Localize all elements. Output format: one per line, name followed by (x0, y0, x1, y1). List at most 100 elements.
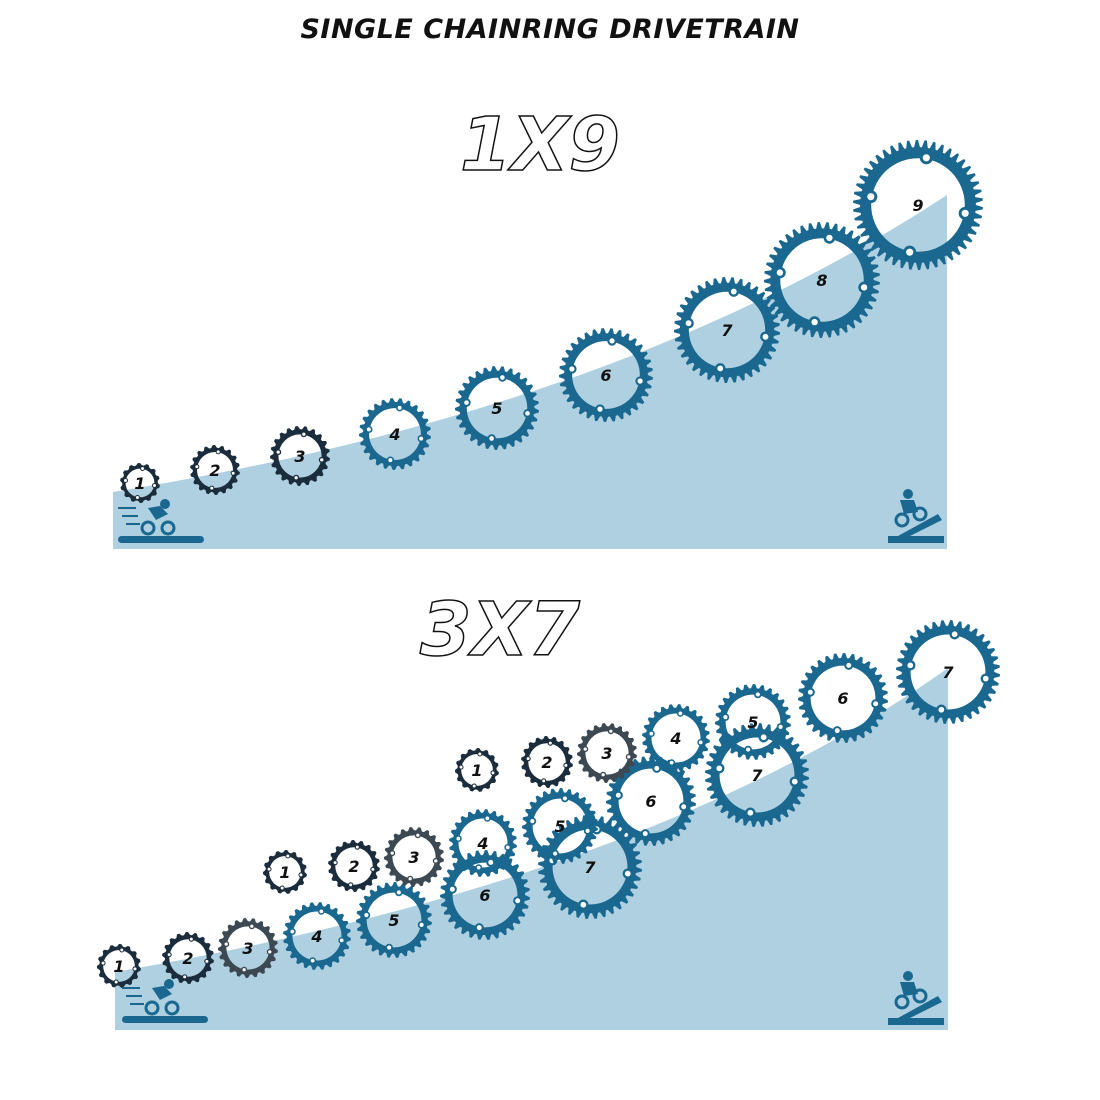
bolt-hole (183, 975, 187, 979)
bolt-hole (669, 760, 674, 765)
bolt-hole (464, 400, 469, 405)
bolt-hole (807, 689, 813, 695)
bolt-hole (286, 854, 290, 858)
bolt-hole (938, 706, 945, 713)
bolt-hole (114, 980, 118, 984)
bolt-hole (153, 484, 157, 488)
bolt-hole (580, 901, 587, 908)
bolt-hole (242, 968, 246, 972)
bolt-hole (472, 784, 476, 788)
bolt-hole (371, 867, 375, 871)
bolt-hole (542, 779, 546, 783)
bolt-hole (459, 765, 463, 769)
gear-number: 9 (912, 196, 923, 215)
gear-number: 7 (942, 663, 954, 682)
bolt-hole (355, 845, 359, 849)
chainring-gear: 2 (521, 736, 573, 788)
bolt-hole (101, 961, 105, 965)
bolt-hole (216, 450, 220, 454)
bolt-hole (569, 366, 575, 372)
bolt-hole (601, 773, 605, 777)
ramp-3x7 (115, 668, 948, 1030)
bolt-hole (500, 375, 505, 380)
bolt-hole (681, 804, 687, 810)
bolt-hole (778, 724, 783, 729)
chainring-gear: 5 (522, 788, 598, 864)
chainring-gear: 4 (449, 809, 517, 877)
ramp-1x9 (113, 195, 947, 549)
bolt-hole (730, 288, 737, 295)
bolt-hole (167, 953, 171, 957)
chainring-gear: 7 (705, 723, 809, 827)
bolt-hole (961, 209, 969, 217)
bolt-hole (811, 318, 818, 326)
bolt-hole (434, 859, 438, 863)
chainring-gear: 2 (190, 445, 240, 495)
gear-number: 8 (816, 271, 827, 290)
chainring-gear: 3 (218, 918, 278, 978)
bolt-hole (717, 365, 724, 372)
bolt-hole (654, 765, 660, 771)
chainring-gear: 5 (356, 882, 432, 958)
bolt-hole (525, 411, 530, 416)
bolt-hole (294, 476, 298, 480)
gear-number: 7 (721, 321, 733, 340)
gear-number: 4 (310, 927, 322, 946)
bolt-hole (205, 959, 209, 963)
chainring-gear: 5 (455, 366, 539, 450)
bolt-hole (906, 248, 914, 256)
bolt-hole (609, 338, 615, 344)
bolt-hole (366, 427, 371, 432)
cyclist-flat-icon (122, 979, 208, 1023)
bolt-hole (548, 741, 552, 745)
bolt-hole (488, 859, 494, 865)
cyclist-flat-icon (118, 499, 204, 543)
gear-number: 3 (408, 848, 419, 867)
bolt-hole (210, 486, 214, 490)
bolt-hole (476, 865, 481, 870)
bolt-hole (530, 819, 535, 824)
page-title: SINGLE CHAINRING DRIVETRAIN (300, 14, 800, 45)
chainring-gear: 1 (455, 748, 499, 792)
bolt-hole (649, 731, 654, 736)
bolt-hole (723, 715, 728, 720)
bolt-hole (302, 432, 306, 436)
bolt-hole (834, 728, 840, 734)
bolt-hole (922, 154, 930, 162)
bolt-hole (319, 909, 324, 914)
bolt-hole (597, 406, 603, 412)
bolt-hole (195, 465, 199, 469)
bolt-hole (333, 861, 337, 865)
gear-number: 6 (479, 886, 490, 905)
gear-number: 4 (476, 834, 488, 853)
bolt-hole (280, 886, 284, 890)
gear-number: 2 (209, 461, 220, 480)
bolt-hole (250, 924, 254, 928)
gear-number: 1 (471, 761, 482, 780)
bolt-hole (846, 662, 852, 668)
bolt-hole (396, 890, 401, 895)
bolt-hole (562, 796, 567, 801)
chainring-gear: 6 (606, 756, 696, 846)
bolt-hole (698, 740, 703, 745)
bolt-hole (349, 883, 353, 887)
bolt-hole (133, 967, 137, 971)
bolt-hole (310, 958, 315, 963)
bolt-hole (456, 836, 461, 841)
bolt-hole (267, 867, 271, 871)
bolt-hole (141, 466, 145, 470)
bolt-hole (624, 870, 631, 877)
bolt-hole (564, 763, 568, 767)
gear-number: 1 (279, 863, 290, 882)
bolt-hole (637, 378, 643, 384)
bolt-hole (268, 950, 272, 954)
bolt-hole (276, 450, 280, 454)
bolt-hole (615, 792, 621, 798)
bolt-hole (982, 675, 989, 682)
bolt-hole (791, 778, 798, 785)
chainring-gear: 2 (328, 840, 380, 892)
bolt-hole (364, 913, 369, 918)
bolt-hole (489, 436, 494, 441)
bolt-hole (526, 757, 530, 761)
